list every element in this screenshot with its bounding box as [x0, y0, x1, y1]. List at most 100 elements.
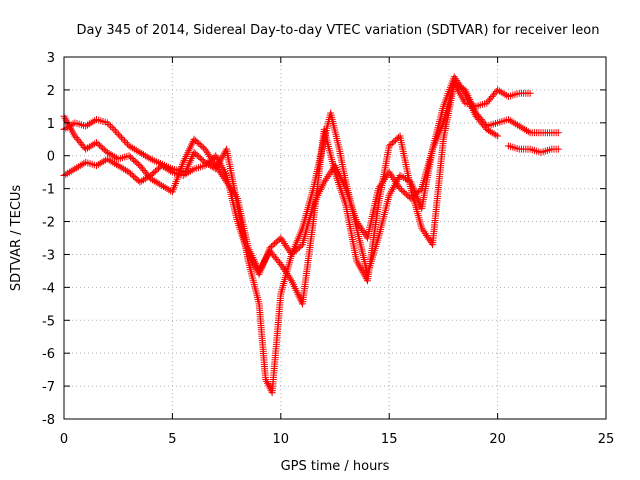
interpolated-point — [390, 175, 398, 183]
interpolated-point — [98, 158, 106, 166]
interpolated-point — [510, 119, 518, 127]
interpolated-point — [116, 132, 124, 140]
data-point — [554, 129, 562, 137]
data-point — [515, 122, 523, 130]
interpolated-point — [388, 172, 396, 180]
data-point — [179, 171, 187, 179]
interpolated-point — [122, 139, 130, 147]
interpolated-point — [377, 181, 385, 189]
interpolated-point — [456, 83, 464, 91]
y-tick-label: -6 — [42, 347, 55, 362]
data-point — [158, 181, 166, 189]
interpolated-point — [120, 165, 128, 173]
data-point — [385, 168, 393, 176]
interpolated-point — [524, 128, 532, 136]
interpolated-point — [423, 231, 431, 239]
interpolated-point — [279, 264, 287, 272]
interpolated-point — [501, 90, 509, 98]
interpolated-point — [354, 219, 362, 227]
interpolated-point — [488, 129, 496, 137]
data-points — [60, 73, 562, 397]
interpolated-point — [107, 151, 115, 159]
interpolated-point — [278, 262, 286, 270]
y-tick-label: 0 — [47, 150, 55, 165]
interpolated-point — [111, 153, 119, 161]
interpolated-point — [87, 119, 95, 127]
interpolated-point — [114, 130, 122, 138]
interpolated-point — [89, 141, 97, 149]
interpolated-point — [389, 174, 397, 182]
interpolated-point — [398, 173, 406, 181]
x-axis-label: GPS time / hours — [281, 459, 390, 474]
interpolated-point — [94, 161, 102, 169]
interpolated-point — [185, 168, 193, 176]
interpolated-point — [64, 169, 72, 177]
interpolated-point — [74, 163, 82, 171]
data-point — [450, 79, 458, 87]
y-tick-label: -2 — [42, 216, 55, 231]
y-tick-label: -4 — [42, 281, 55, 296]
interpolated-point — [327, 167, 335, 175]
x-tick-label: 25 — [598, 432, 615, 447]
interpolated-point — [421, 230, 429, 238]
interpolated-point — [282, 268, 290, 276]
interpolated-point — [154, 179, 162, 187]
interpolated-point — [380, 175, 388, 183]
interpolated-point — [280, 266, 288, 274]
data-point — [374, 185, 382, 193]
data-point — [71, 165, 79, 173]
interpolated-point — [508, 118, 516, 126]
interpolated-point — [85, 143, 93, 151]
data-point — [103, 155, 111, 163]
interpolated-point — [141, 175, 149, 183]
interpolated-point — [378, 179, 386, 187]
interpolated-point — [65, 168, 73, 176]
interpolated-point — [105, 120, 113, 128]
data-point — [201, 145, 209, 153]
interpolated-point — [419, 226, 427, 234]
interpolated-point — [156, 180, 164, 188]
interpolated-point — [359, 227, 367, 235]
interpolated-point — [127, 143, 135, 151]
interpolated-point — [379, 177, 387, 185]
y-tick-label: -7 — [42, 380, 55, 395]
interpolated-point — [111, 159, 119, 167]
interpolated-point — [285, 247, 293, 255]
interpolated-point — [118, 164, 126, 172]
interpolated-point — [161, 184, 169, 192]
interpolated-point — [203, 149, 211, 157]
interpolated-point — [361, 230, 369, 238]
interpolated-point — [521, 125, 529, 133]
interpolated-point — [325, 171, 333, 179]
interpolated-point — [492, 131, 500, 139]
data-point — [82, 122, 90, 130]
interpolated-point — [452, 80, 460, 88]
interpolated-point — [499, 89, 507, 97]
interpolated-point — [519, 124, 527, 132]
interpolated-point — [280, 239, 288, 247]
interpolated-point — [87, 142, 95, 150]
interpolated-point — [96, 159, 104, 167]
interpolated-point — [145, 154, 153, 162]
interpolated-point — [105, 150, 113, 158]
interpolated-point — [161, 164, 169, 172]
y-tick-label: -8 — [42, 413, 55, 428]
interpolated-point — [205, 151, 213, 159]
data-point — [158, 162, 166, 170]
x-tick-label: 5 — [168, 432, 176, 447]
interpolated-point — [321, 176, 329, 184]
interpolated-point — [119, 135, 127, 143]
x-tick-label: 10 — [273, 432, 290, 447]
data-point — [110, 125, 118, 133]
interpolated-point — [130, 145, 138, 153]
interpolated-point — [326, 169, 334, 177]
data-point — [277, 234, 285, 242]
interpolated-point — [355, 221, 363, 229]
plot-frame — [63, 56, 607, 420]
interpolated-point — [279, 238, 287, 246]
interpolated-point — [497, 88, 505, 96]
interpolated-point — [451, 75, 459, 83]
interpolated-point — [163, 185, 171, 193]
